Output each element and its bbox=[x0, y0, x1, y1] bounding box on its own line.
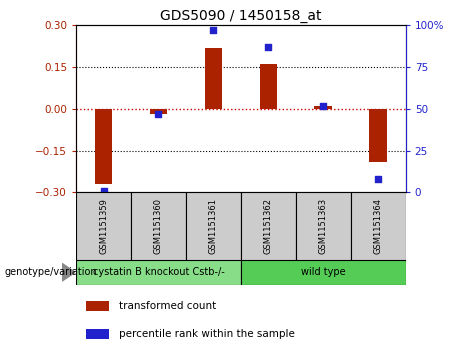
Text: GSM1151361: GSM1151361 bbox=[209, 198, 218, 254]
Bar bbox=[241, 260, 406, 285]
Bar bbox=[86, 301, 109, 311]
Title: GDS5090 / 1450158_at: GDS5090 / 1450158_at bbox=[160, 9, 322, 23]
Bar bbox=[131, 192, 186, 260]
Text: genotype/variation: genotype/variation bbox=[5, 267, 97, 277]
Text: transformed count: transformed count bbox=[119, 301, 216, 311]
Bar bbox=[86, 329, 109, 339]
Point bbox=[319, 103, 327, 109]
Point bbox=[210, 28, 217, 33]
Bar bbox=[351, 192, 406, 260]
Point bbox=[374, 176, 382, 182]
Text: percentile rank within the sample: percentile rank within the sample bbox=[119, 329, 295, 339]
Bar bbox=[369, 109, 387, 162]
Bar bbox=[150, 109, 167, 114]
Polygon shape bbox=[62, 264, 75, 281]
Bar bbox=[296, 192, 351, 260]
Bar bbox=[95, 109, 112, 184]
Bar bbox=[76, 192, 131, 260]
Text: wild type: wild type bbox=[301, 267, 346, 277]
Text: GSM1151362: GSM1151362 bbox=[264, 198, 273, 254]
Bar bbox=[76, 260, 241, 285]
Bar bbox=[314, 106, 332, 109]
Text: GSM1151360: GSM1151360 bbox=[154, 198, 163, 254]
Text: GSM1151364: GSM1151364 bbox=[374, 198, 383, 254]
Point bbox=[265, 44, 272, 50]
Bar bbox=[260, 64, 277, 109]
Bar bbox=[205, 48, 222, 109]
Bar bbox=[186, 192, 241, 260]
Bar bbox=[241, 192, 296, 260]
Point bbox=[155, 111, 162, 117]
Text: GSM1151359: GSM1151359 bbox=[99, 198, 108, 254]
Point bbox=[100, 188, 107, 193]
Text: cystatin B knockout Cstb-/-: cystatin B knockout Cstb-/- bbox=[93, 267, 225, 277]
Text: GSM1151363: GSM1151363 bbox=[319, 198, 328, 254]
